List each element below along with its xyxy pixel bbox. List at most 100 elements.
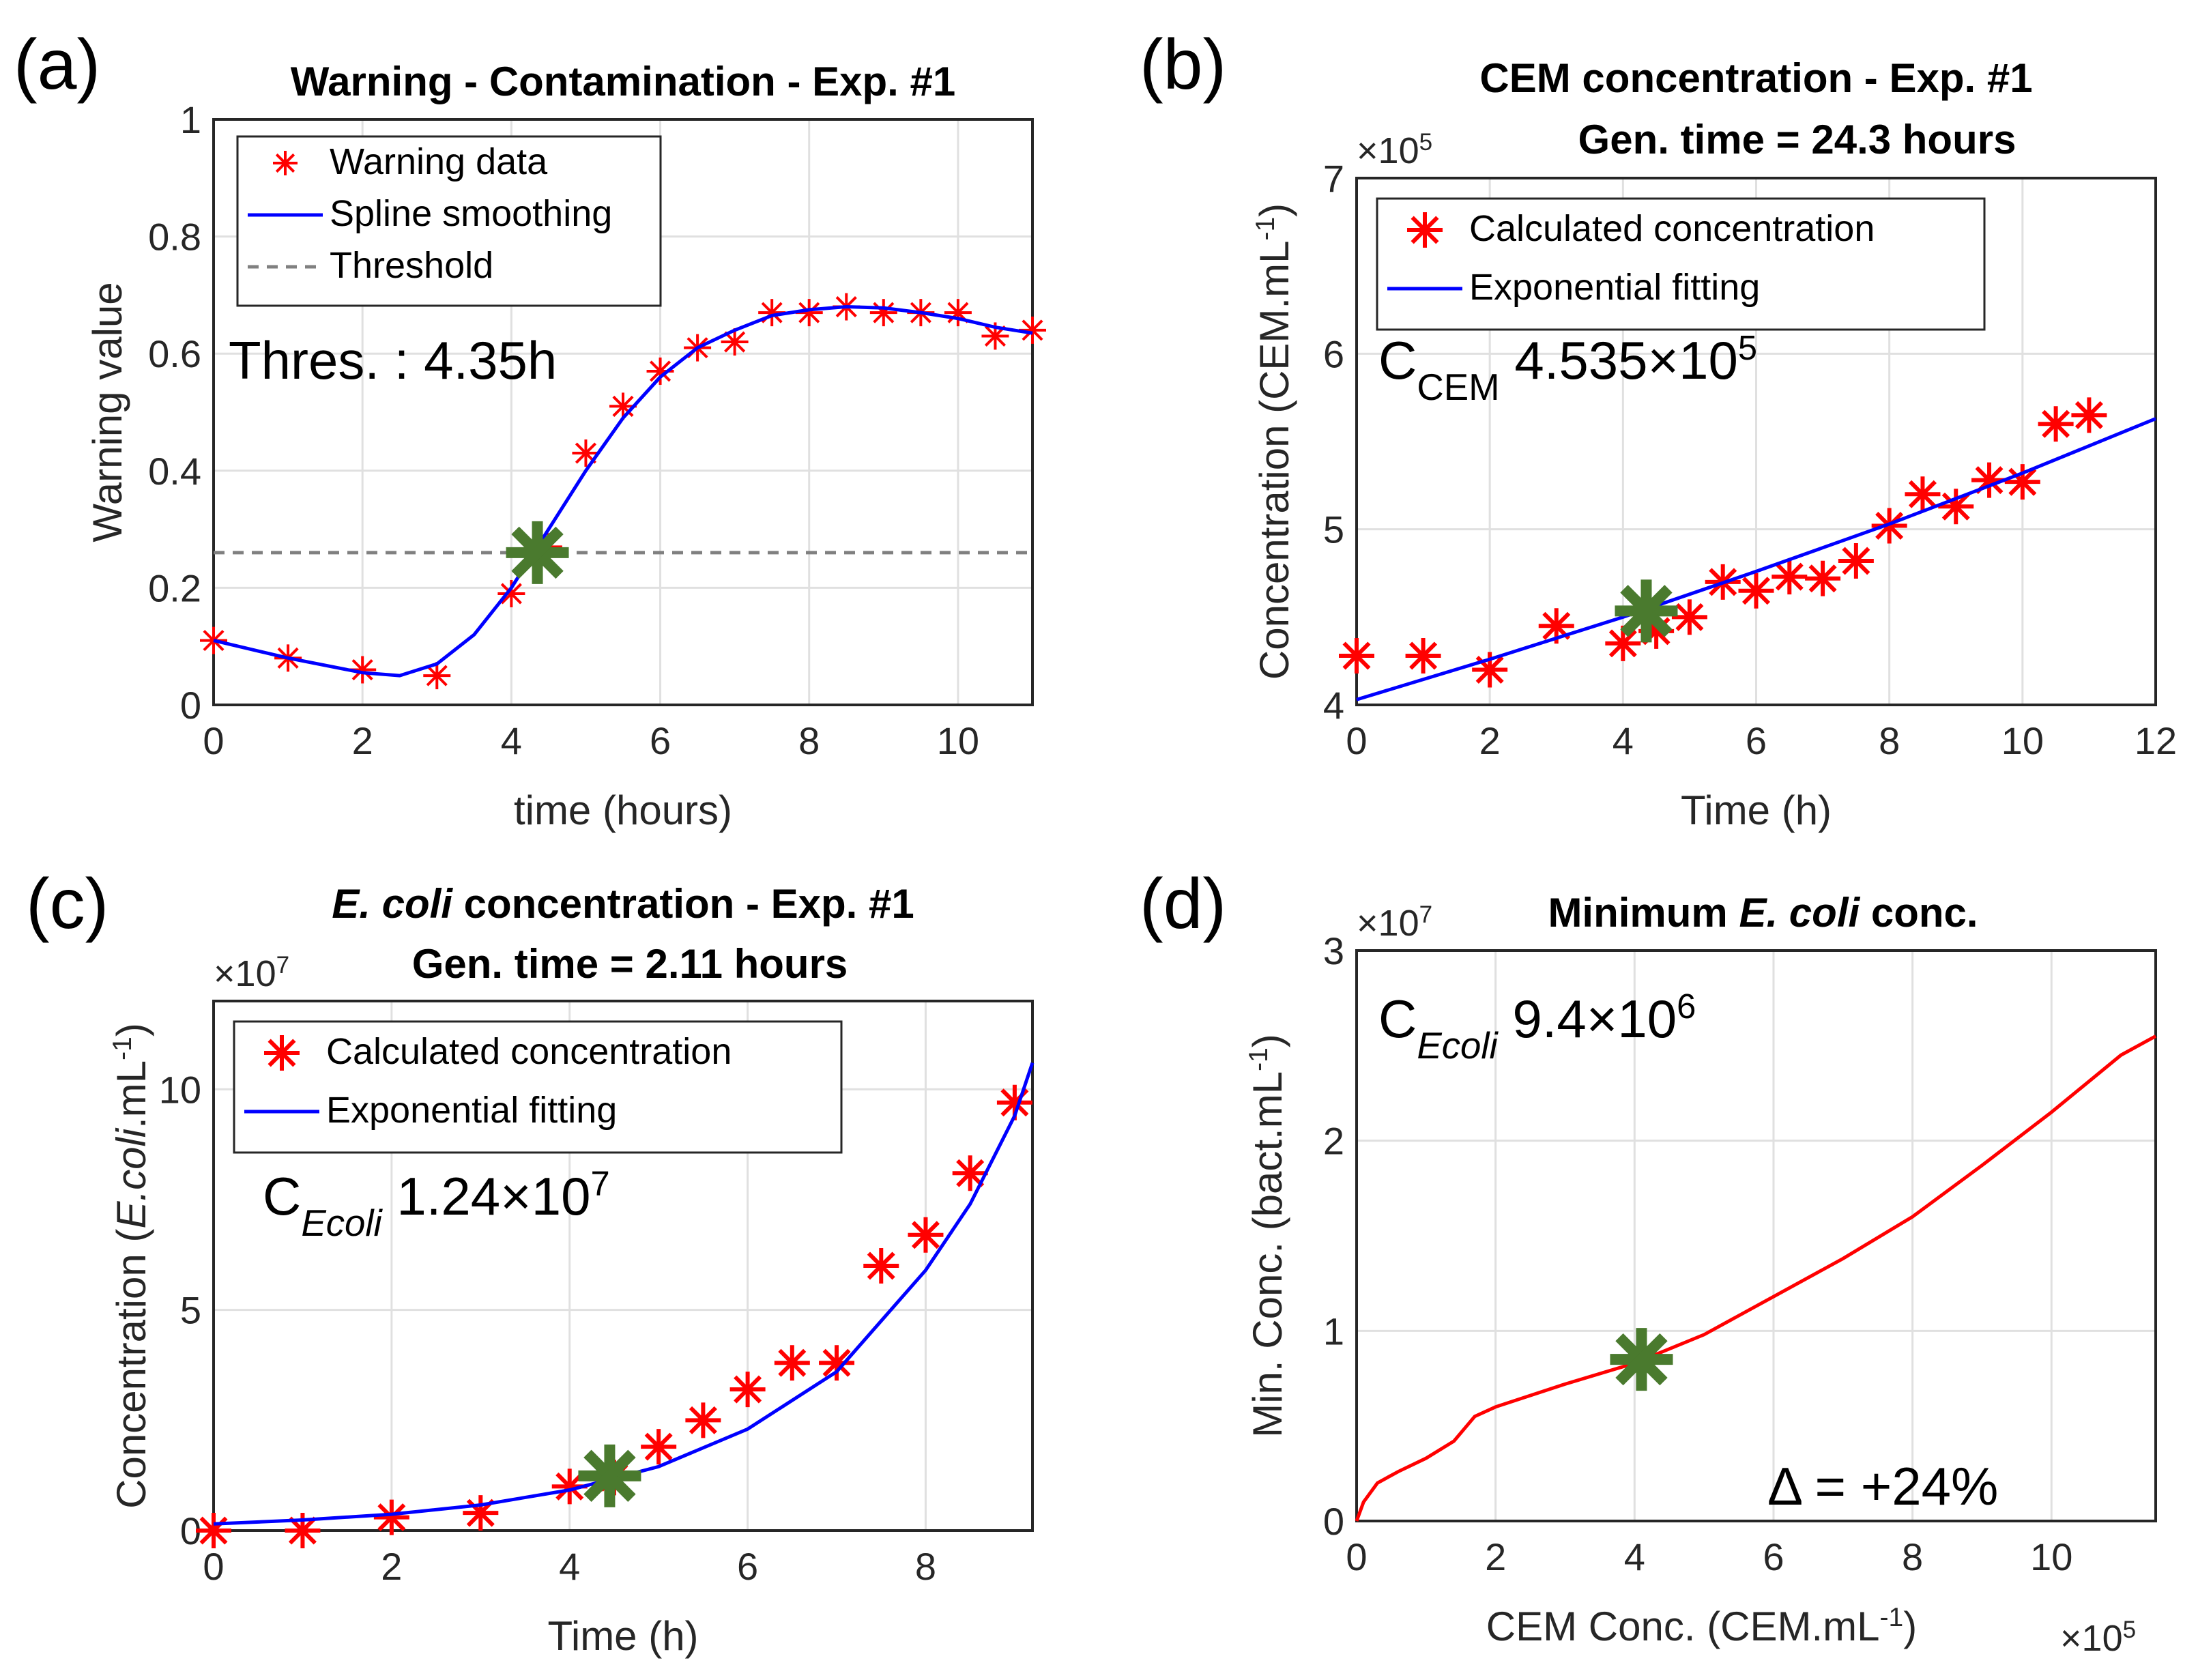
y-axis-label-part: .mL	[109, 1060, 154, 1129]
data-point	[463, 1495, 499, 1531]
y-tick-label: 0.8	[148, 216, 201, 259]
x-tick-label-part: 10	[2001, 719, 2044, 762]
data-point	[373, 1499, 409, 1535]
highlight-marker-stroke	[583, 1449, 636, 1502]
data-point	[952, 1155, 988, 1191]
chart-subtitle: Gen. time = 2.11 hours	[412, 941, 848, 987]
data-point	[1905, 476, 1941, 512]
x-tick-label-part: 12	[2135, 719, 2177, 762]
y-axis-label-part: Warning value	[85, 282, 130, 542]
data-point-stroke	[1675, 603, 1704, 631]
y-exponent-part: ×10	[214, 953, 276, 994]
data-point-stroke	[351, 658, 373, 681]
x-tick-label: 0	[1346, 719, 1367, 762]
chart-title-part: E. coli	[1739, 890, 1860, 936]
x-axis-label-part: )	[1903, 1604, 1917, 1649]
legend-box	[236, 135, 662, 307]
y-tick-label-part: 0.6	[148, 332, 201, 375]
highlight-marker	[506, 521, 569, 584]
legend-marker-icon-stroke	[267, 1039, 296, 1067]
x-tick-label-part: 8	[1902, 1535, 1923, 1578]
y-tick-label-part: 1	[1323, 1309, 1344, 1352]
data-point-stroke	[612, 395, 634, 417]
x-tick-label: 4	[559, 1545, 580, 1588]
legend-entry-part: Calculated concentration	[1469, 208, 1875, 249]
legend: Calculated concentration Exponential fitt…	[1376, 197, 1986, 331]
y-tick-label-part: 3	[1323, 929, 1344, 972]
data-point	[497, 579, 525, 607]
x-tick-label: 10	[2001, 719, 2044, 762]
value-annotation-part: Ecoli	[1417, 1025, 1499, 1067]
data-point	[609, 392, 637, 420]
x-axis-label-part: Time (h)	[1681, 787, 1832, 833]
data-point	[1805, 560, 1841, 596]
y-tick-label: 5	[180, 1289, 201, 1332]
x-tick-label: 10	[937, 719, 979, 762]
legend-entry: Calculated concentration	[326, 1031, 732, 1072]
fit-line	[213, 1062, 1035, 1526]
panel-label-part: (a)	[14, 25, 100, 104]
data-point-stroke	[649, 360, 671, 382]
x-axis-label-part: time (hours)	[514, 787, 732, 833]
data-point-stroke	[555, 1472, 584, 1501]
highlight-marker-stroke	[1615, 1333, 1668, 1386]
legend-entry: Threshold	[330, 245, 493, 286]
legend-marker-icon	[264, 1035, 300, 1071]
legend-entry-part: Threshold	[330, 245, 493, 286]
x-tick-label: 6	[1746, 719, 1767, 762]
fit-line	[213, 305, 1033, 678]
x-tick-label-part: 4	[501, 719, 522, 762]
x-tick-label: 6	[1763, 1535, 1784, 1578]
y-tick-label: 1	[1323, 1309, 1344, 1352]
data-point-stroke	[2008, 467, 2037, 496]
x-tick-label-part: 6	[737, 1545, 758, 1588]
y-tick-label: 7	[1323, 157, 1344, 200]
y-tick-label-part: 2	[1323, 1120, 1344, 1163]
x-exponent: ×105	[2060, 1617, 2136, 1660]
legend-marker-icon-stroke	[1411, 216, 1439, 244]
legend-marker-icon	[273, 151, 298, 175]
data-point	[196, 1513, 231, 1548]
value-annotation-part: Thres. : 4.35h	[229, 330, 557, 390]
highlight-marker	[1610, 1328, 1673, 1391]
y-exponent-part: ×10	[1357, 130, 1419, 171]
x-tick-label: 0	[203, 1545, 224, 1588]
x-tick-label-part: 0	[1346, 1535, 1367, 1578]
y-axis-label-part: Concentration (CEM.mL	[1252, 241, 1297, 680]
x-tick-label-part: 4	[1624, 1535, 1645, 1578]
data-point-stroke	[778, 1348, 807, 1377]
y-axis-label-part: )	[109, 1023, 154, 1037]
y-exponent-part: ×10	[1357, 903, 1419, 944]
data-point-stroke	[1741, 577, 1771, 605]
data-point	[869, 299, 897, 327]
x-tick-label-part: 0	[203, 719, 224, 762]
x-tick-label-part: 0	[203, 1545, 224, 1588]
chart-title-part: Minimum	[1548, 890, 1739, 936]
panel-label-part: (d)	[1140, 865, 1226, 944]
data-point-stroke	[1908, 480, 1937, 508]
chart-title-part: CEM concentration - Exp. #1	[1479, 55, 2032, 101]
data-point	[1339, 637, 1374, 674]
fit-line	[1355, 1034, 2157, 1522]
value-annotation: CEcoli 9.4×106	[1378, 987, 1696, 1067]
data-point-stroke	[1475, 656, 1504, 684]
y-tick-label-part: 5	[1323, 508, 1344, 551]
highlight-marker	[578, 1444, 641, 1507]
data-point	[2071, 397, 2107, 433]
x-tick-label: 12	[2135, 719, 2177, 762]
y-axis-label-part: Concentration (	[109, 1229, 154, 1509]
chart-title-part: conc.	[1860, 890, 1978, 936]
panel-b: 0 2 4 6 8 10 12 4 5 6 7 (b) CEM concentration - Exp.…	[1140, 25, 2177, 833]
data-point-stroke	[822, 1348, 851, 1377]
chart-title-part: concentration - Exp. #1	[452, 881, 914, 927]
data-point	[1738, 573, 1774, 609]
legend-entry-part: Calculated concentration	[326, 1031, 732, 1072]
x-tick-label-part: 0	[1346, 719, 1367, 762]
y-exponent: ×105	[1357, 129, 1432, 172]
x-tick-label-part: 2	[381, 1545, 402, 1588]
y-tick-label: 5	[1323, 508, 1344, 551]
x-axis-label-part: CEM Conc. (CEM.mL	[1486, 1604, 1880, 1649]
legend-entry-part: Spline smoothing	[330, 193, 612, 234]
data-point	[2004, 464, 2040, 500]
x-tick-label-part: 6	[650, 719, 671, 762]
